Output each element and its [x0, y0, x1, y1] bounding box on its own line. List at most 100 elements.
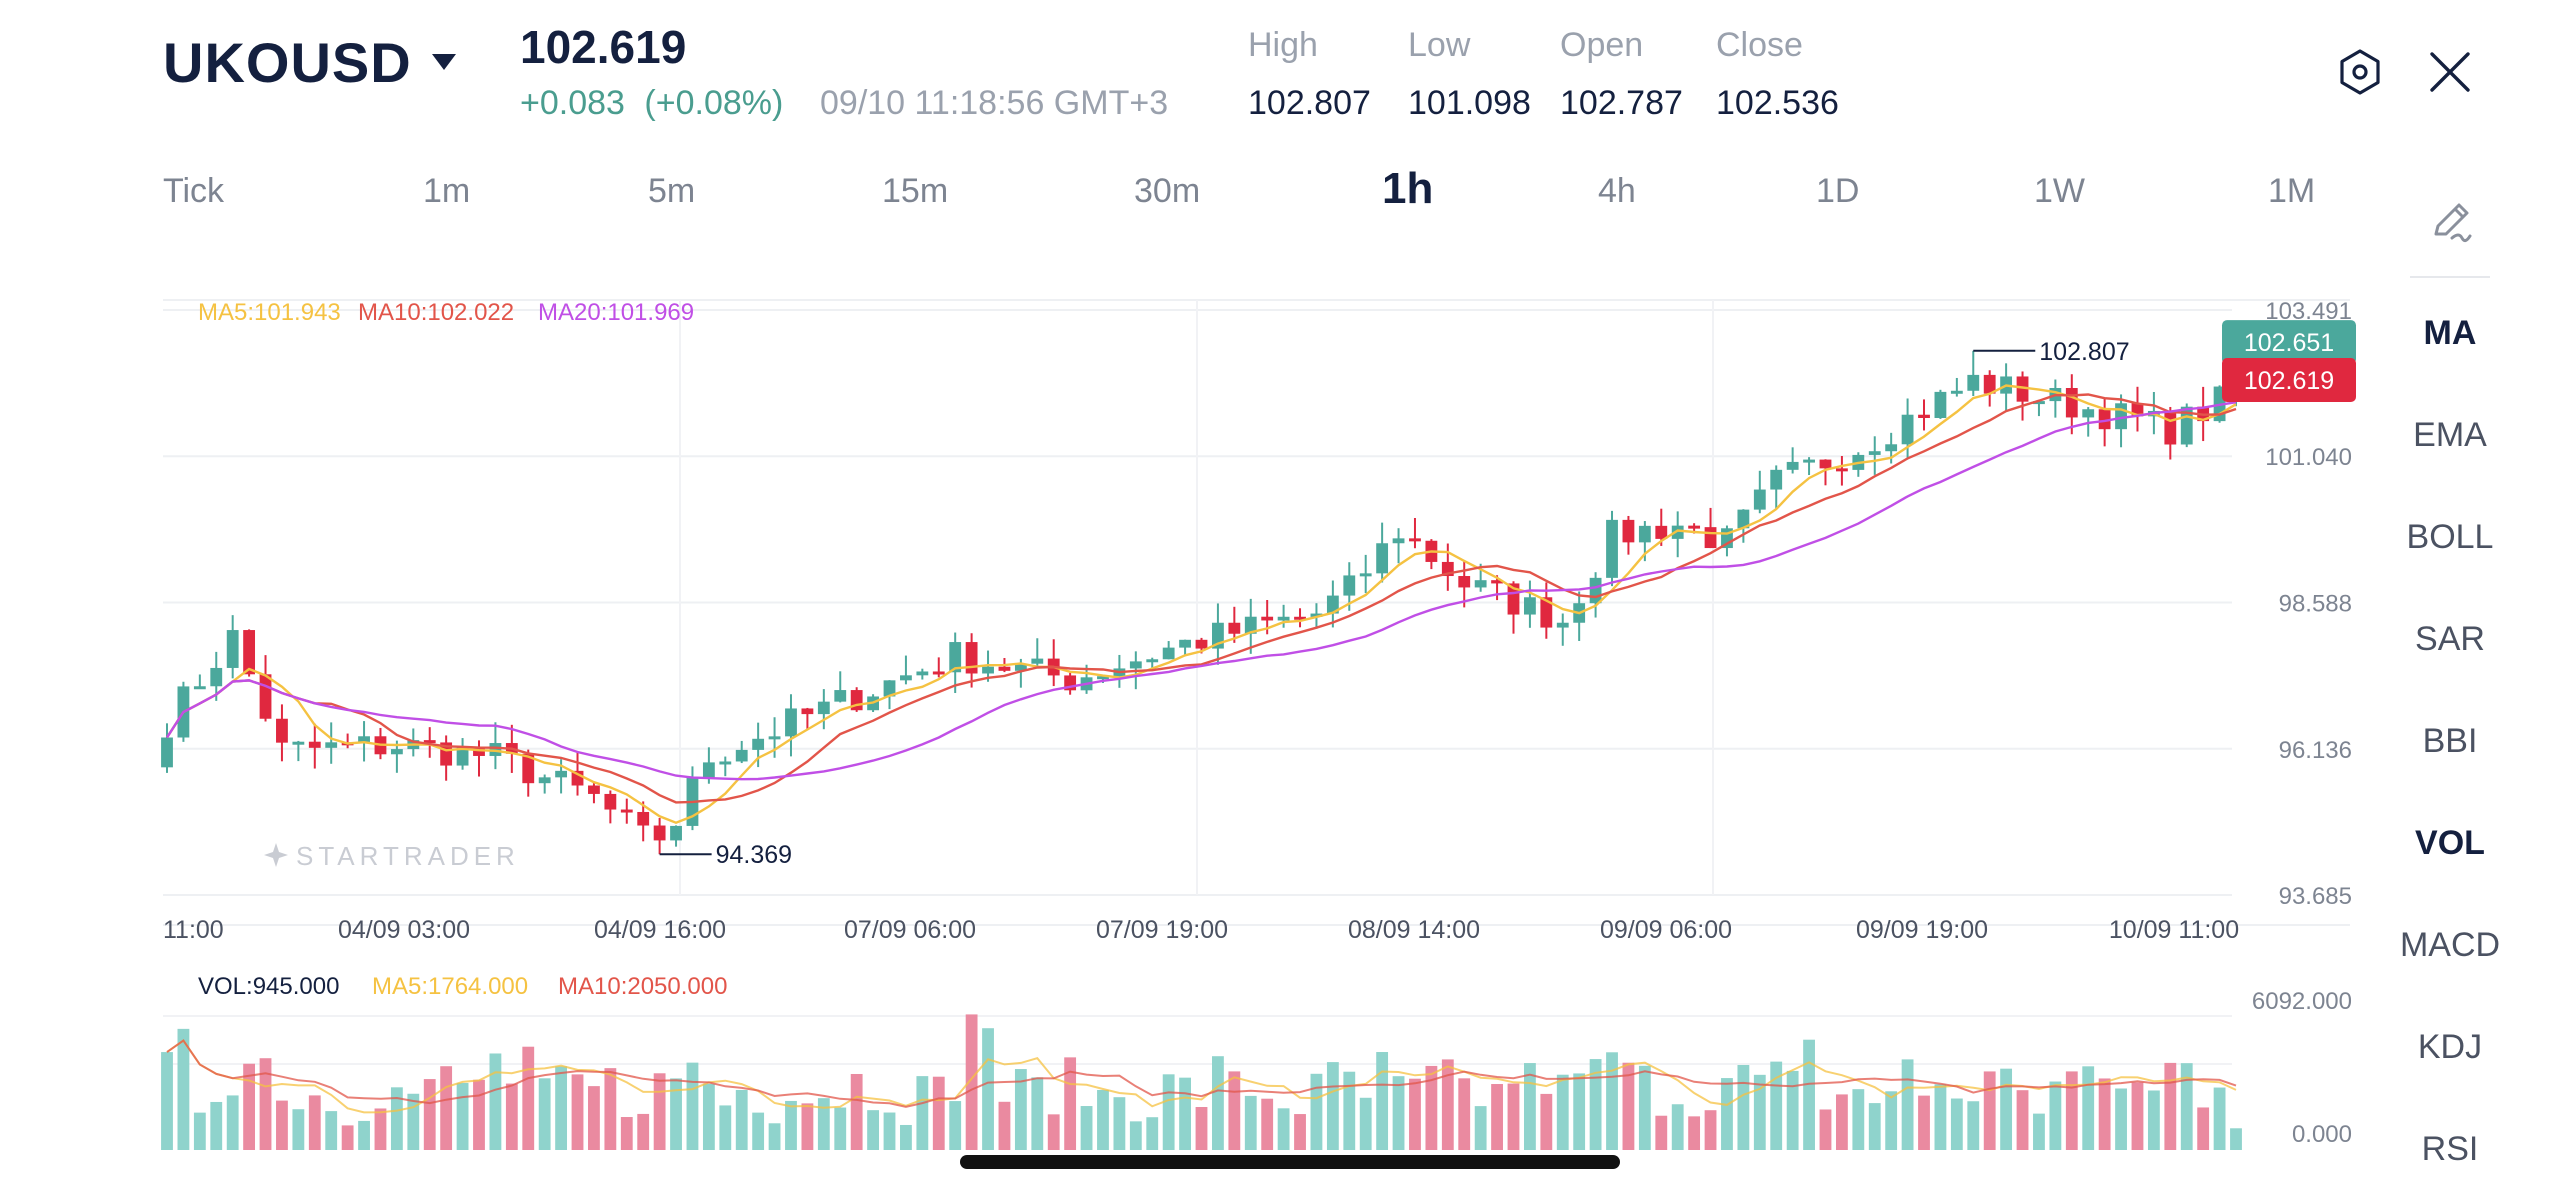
candle-body [1737, 509, 1750, 529]
watermark-star-icon [264, 843, 288, 867]
volume-bar [1359, 1097, 1372, 1150]
volume-bar [1113, 1097, 1126, 1150]
caret-down-icon[interactable] [432, 54, 456, 70]
candle-body [1244, 616, 1257, 634]
symbol-selector[interactable]: UKOUSD [163, 31, 412, 94]
candle-body [161, 737, 173, 768]
volume-bar [1753, 1074, 1766, 1150]
indicator-boll[interactable]: BOLL [2406, 518, 2494, 556]
volume-bar [1638, 1065, 1651, 1150]
candle-body [1918, 414, 1930, 418]
tab-1mo[interactable]: 1M [2268, 172, 2316, 210]
pencil-icon[interactable] [2426, 196, 2476, 246]
ma10-legend: MA10:102.022 [358, 299, 514, 326]
volume-bar [276, 1100, 288, 1150]
volume-bar [456, 1082, 469, 1150]
indicator-ma[interactable]: MA [2423, 314, 2477, 352]
candle-body [489, 743, 502, 756]
tab-5m[interactable]: 5m [648, 172, 696, 210]
candle-body [1556, 622, 1569, 628]
current-price: 102.619 [520, 21, 687, 73]
ma5-line [165, 384, 2237, 824]
candle-body [785, 708, 797, 737]
volume-bar [1983, 1071, 1996, 1150]
candle-body [423, 740, 436, 744]
volume-bar [834, 1107, 847, 1150]
volume-bar [1786, 1070, 1799, 1150]
indicator-rsi[interactable]: RSI [2421, 1130, 2479, 1168]
volume-y-tick-label: 6092.000 [2252, 988, 2352, 1015]
volume-bar [1080, 1106, 1093, 1150]
indicator-kdj[interactable]: KDJ [2417, 1028, 2483, 1066]
tab-1m[interactable]: 1m [423, 172, 471, 210]
home-indicator [960, 1155, 1620, 1169]
price-tag [2222, 320, 2356, 365]
candle-body [1277, 616, 1290, 621]
candle-body [900, 675, 912, 681]
x-tick-label: 04/09 03:00 [338, 916, 470, 944]
volume-bar [522, 1046, 535, 1150]
volume-bar [1901, 1059, 1914, 1150]
tab-tick[interactable]: Tick [163, 172, 225, 210]
volume-bar [1031, 1077, 1044, 1150]
candle-body [1228, 622, 1241, 634]
volume-bar [949, 1101, 962, 1150]
tab-30m[interactable]: 30m [1134, 172, 1201, 210]
indicator-ema[interactable]: EMA [2413, 416, 2487, 454]
tab-4h[interactable]: 4h [1598, 172, 1636, 210]
volume-bar [341, 1125, 354, 1150]
volume-bar [1277, 1108, 1290, 1150]
candle-body [1162, 647, 1175, 660]
candle-body [2115, 403, 2127, 430]
indicator-vol[interactable]: VOL [2415, 824, 2485, 862]
candle-body [916, 671, 929, 676]
price-markers: 102.807 94.369 102.651 102.619 [659, 320, 2356, 869]
volume-bar [2147, 1090, 2160, 1150]
candle-body [210, 667, 223, 687]
vol-ma5-line [166, 1039, 2237, 1114]
indicator-macd[interactable]: MACD [2399, 926, 2501, 964]
candle-body [1589, 577, 1602, 604]
volume-bar [850, 1073, 863, 1150]
volume-bar [620, 1117, 633, 1150]
volume-bar [423, 1079, 436, 1150]
y-tick-label: 96.136 [2279, 737, 2352, 764]
x-axis: 11:00 04/09 03:00 04/09 16:00 07/09 06:00 07… [163, 916, 2239, 944]
volume-bar [801, 1103, 814, 1150]
hexagon-settings-icon[interactable] [2336, 48, 2384, 96]
candle-body [998, 666, 1011, 671]
volume-bar [1573, 1073, 1586, 1150]
volume-bar [932, 1076, 945, 1150]
ma-legend: MA5:101.943 MA10:102.022 MA20:101.969 [198, 299, 694, 326]
candle-body [390, 749, 403, 755]
volume-bar [2213, 1087, 2226, 1150]
candle-body [1491, 580, 1503, 584]
close-icon[interactable] [2426, 48, 2474, 96]
vol-ma5-legend: MA5:1764.000 [372, 973, 528, 1000]
indicator-bbi[interactable]: BBI [2422, 722, 2478, 760]
volume-bar [243, 1063, 256, 1150]
candle-body [965, 642, 978, 674]
indicator-sar[interactable]: SAR [2415, 620, 2485, 658]
volume-bar [1129, 1121, 1142, 1150]
volume-bar [1195, 1107, 1208, 1150]
x-tick-label: 11:00 [163, 916, 224, 944]
volume-bar [1507, 1083, 1520, 1150]
volume-bar [1721, 1078, 1733, 1150]
volume-bar [407, 1093, 420, 1150]
volume-bar [1392, 1076, 1405, 1150]
candle-body [735, 749, 748, 762]
volume-bar [1852, 1089, 1865, 1150]
volume-bar [1097, 1089, 1109, 1150]
volume-bar [1967, 1101, 1980, 1150]
tab-1h[interactable]: 1h [1382, 164, 1434, 213]
tab-1w[interactable]: 1W [2034, 172, 2085, 210]
volume-bar [1047, 1114, 1060, 1150]
candle-body [2098, 409, 2111, 430]
x-tick-label: 09/09 06:00 [1600, 916, 1732, 944]
tab-15m[interactable]: 15m [882, 172, 949, 210]
tab-1d[interactable]: 1D [1816, 172, 1860, 210]
candle-body [1770, 469, 1783, 490]
price-chart[interactable]: STARTRADER MA5:101.943 MA10:102.022 MA20… [0, 270, 2380, 1160]
volume-bar [226, 1095, 239, 1150]
